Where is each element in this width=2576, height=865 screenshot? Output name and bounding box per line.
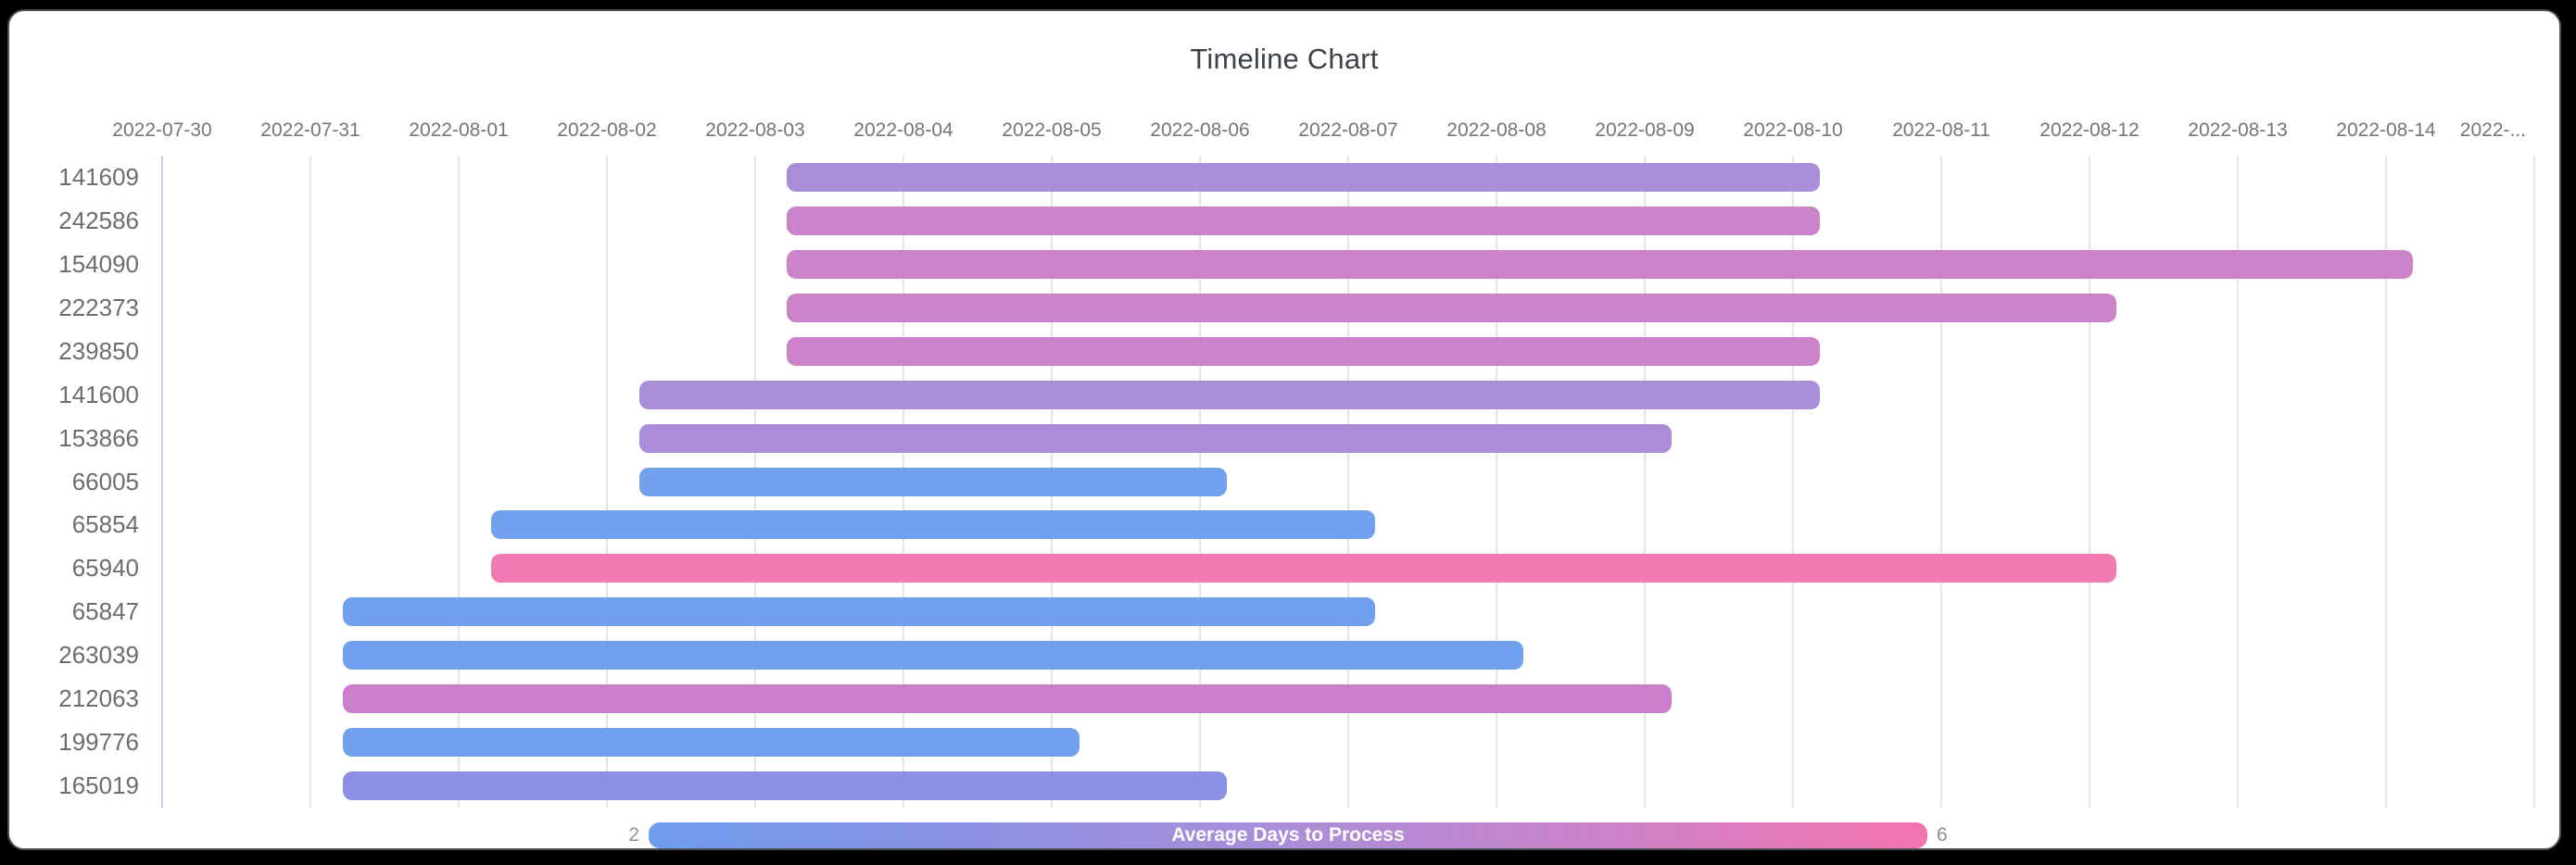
x-axis-tick-label: 2022-08-03: [705, 119, 805, 141]
gridline: [309, 156, 311, 808]
x-axis-tick-label: 2022-08-07: [1298, 119, 1398, 141]
x-axis-tick-label: 2022-08-01: [409, 119, 509, 141]
timeline-bar[interactable]: [343, 597, 1375, 627]
gridline: [2237, 156, 2239, 808]
x-axis-tick-label: 2022-08-10: [1743, 119, 1843, 141]
x-axis-tick-label: 2022-07-30: [112, 119, 212, 141]
x-axis-tick-label: 2022-08-05: [1002, 119, 1102, 141]
gridline: [161, 156, 163, 808]
y-axis-row-label: 153866: [58, 423, 139, 452]
y-axis-row-label: 154090: [58, 249, 139, 278]
gridline: [2089, 156, 2090, 808]
timeline-bar[interactable]: [639, 423, 1672, 453]
timeline-bar[interactable]: [786, 249, 2413, 279]
timeline-bar[interactable]: [639, 380, 1820, 409]
timeline-bar[interactable]: [491, 510, 1375, 540]
y-axis-row-label: 199776: [58, 728, 139, 757]
x-axis-tick-label: 2022-08-12: [2039, 119, 2140, 141]
x-axis-tick-label: 2022-08-09: [1595, 119, 1695, 141]
timeline-bar[interactable]: [786, 162, 1820, 192]
legend-max-value: 6: [1937, 824, 1948, 846]
x-axis-tick-label: 2022-08-04: [853, 119, 953, 141]
y-axis-row-label: 141600: [58, 380, 139, 408]
x-axis-tick-label: 2022-08-14: [2336, 119, 2436, 141]
legend-min-value: 2: [628, 824, 639, 846]
x-axis-tick-label: 2022-08-08: [1446, 119, 1547, 141]
gridline: [1496, 156, 1497, 808]
legend-title: Average Days to Process: [1171, 824, 1405, 846]
timeline-bar[interactable]: [343, 728, 1080, 758]
y-axis-row-label: 65854: [71, 510, 139, 539]
y-axis-row-label: 65847: [71, 597, 139, 626]
timeline-bar[interactable]: [639, 467, 1227, 496]
x-axis-tick-label: 2022-...: [2459, 119, 2526, 141]
chart-title: Timeline Chart: [1190, 43, 1379, 75]
gridline: [1940, 156, 1942, 808]
timeline-bar[interactable]: [786, 206, 1820, 235]
y-axis-row-label: 65940: [71, 554, 139, 583]
timeline-bar[interactable]: [343, 771, 1227, 801]
x-axis-tick-label: 2022-08-02: [557, 119, 657, 141]
y-axis-row-label: 222373: [58, 293, 139, 321]
gridline: [606, 156, 608, 808]
y-axis-row-label: 165019: [58, 771, 139, 800]
y-axis-row-label: 263039: [58, 641, 139, 670]
timeline-bar[interactable]: [786, 293, 2116, 322]
y-axis-row-label: 239850: [58, 336, 139, 365]
x-axis-tick-label: 2022-08-13: [2188, 119, 2288, 141]
gridline: [458, 156, 460, 808]
x-axis-tick-label: 2022-08-11: [1892, 119, 1990, 141]
chart-card: Timeline Chart 2022-07-30 2022-07-31 2022-…: [7, 9, 2561, 850]
timeline-bar[interactable]: [343, 684, 1672, 714]
legend-gradient-bar: Average Days to Process: [649, 822, 1927, 848]
gridline: [2533, 156, 2535, 808]
timeline-bar[interactable]: [786, 336, 1820, 366]
y-axis-row-label: 66005: [71, 467, 139, 495]
y-axis-row-label: 242586: [58, 206, 139, 234]
y-axis-row-label: 212063: [58, 684, 139, 713]
timeline-bar[interactable]: [491, 554, 2116, 583]
gridline: [2385, 156, 2387, 808]
timeline-bar[interactable]: [343, 641, 1523, 671]
y-axis-row-label: 141609: [58, 162, 139, 191]
gridline: [1792, 156, 1794, 808]
x-axis-tick-label: 2022-08-06: [1150, 119, 1250, 141]
x-axis-tick-label: 2022-07-31: [260, 119, 360, 141]
gridline: [1644, 156, 1646, 808]
gridline: [1347, 156, 1349, 808]
